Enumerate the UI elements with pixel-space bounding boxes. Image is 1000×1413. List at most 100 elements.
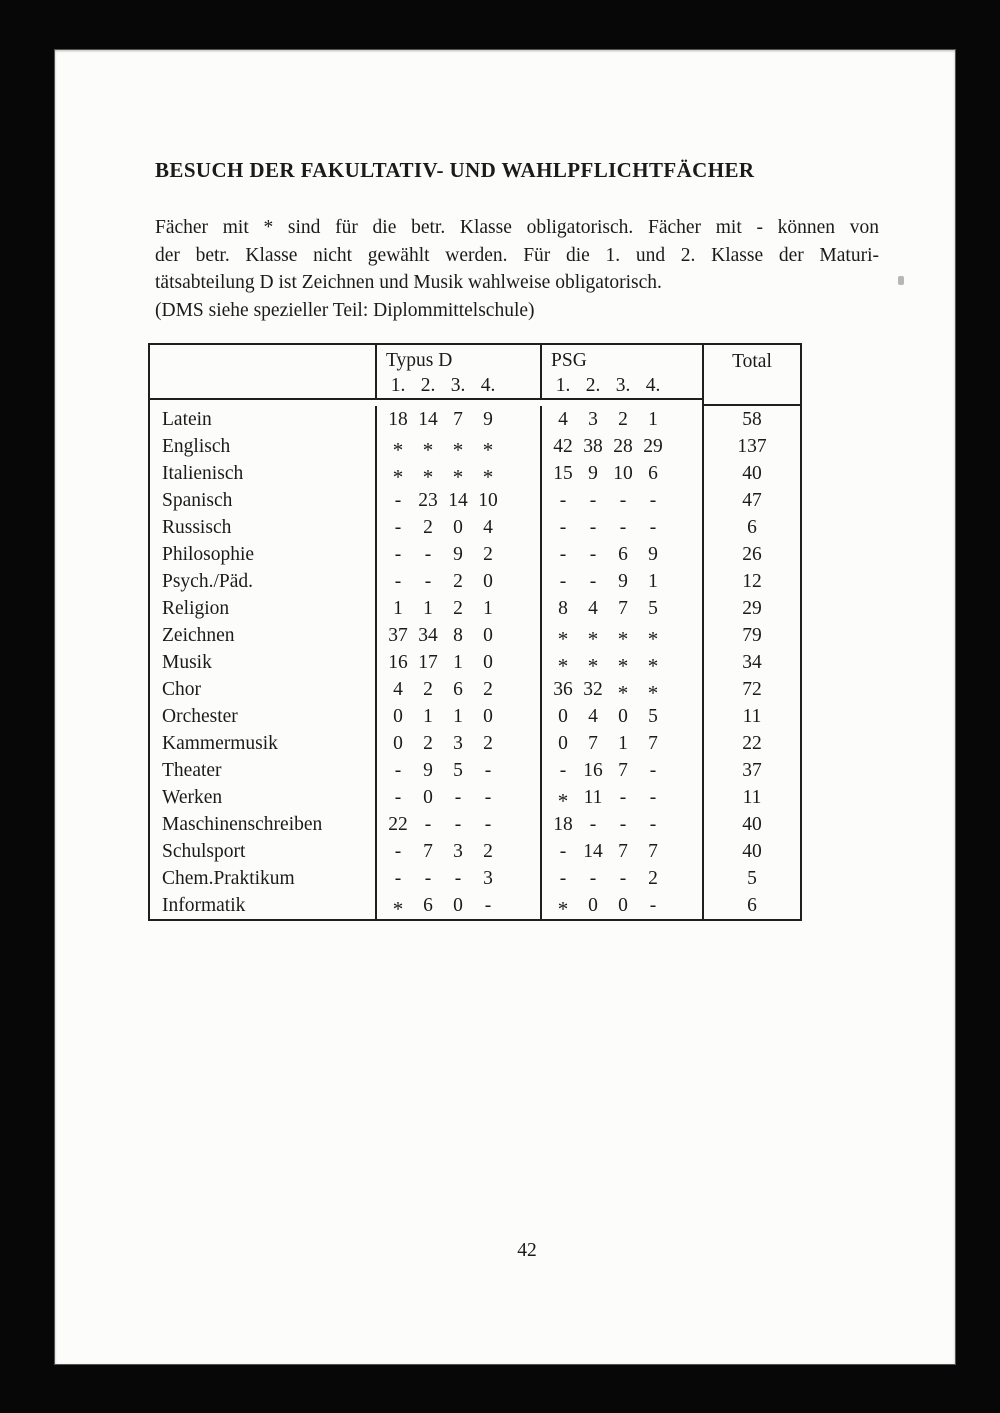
value-cell: 9	[453, 544, 463, 565]
value-cell: 14	[448, 490, 468, 511]
value-cell: 3	[588, 409, 598, 430]
psg-values: * 0 0-	[540, 892, 702, 920]
value-cell: 2	[483, 841, 493, 862]
value-cell: 2	[453, 598, 463, 619]
header-cell-total: Total	[702, 345, 800, 406]
typus-d-values: ---3	[375, 865, 540, 892]
value-cell: -	[589, 490, 597, 511]
value-cell: 0	[453, 895, 463, 916]
value-cell: 0	[423, 787, 433, 808]
value-cell: 32	[583, 679, 603, 700]
value-cell: 8	[558, 598, 568, 619]
value-cell: 34	[418, 625, 438, 646]
value-cell: 6	[648, 463, 658, 484]
typus-d-values: * * * *	[375, 433, 540, 461]
value-cell: 7	[618, 841, 628, 862]
value-cell: -	[559, 517, 567, 538]
value-cell: 14	[583, 841, 603, 862]
subject-label: Russisch	[162, 517, 232, 538]
value-cell: -	[649, 895, 657, 916]
subject-label: Religion	[162, 598, 230, 619]
value-cell: -	[454, 787, 462, 808]
value-cell: -	[394, 571, 402, 592]
value-cell: -	[454, 868, 462, 889]
value-cell: 0	[558, 706, 568, 727]
total-value: 40	[702, 460, 800, 487]
value-cell: -	[484, 760, 492, 781]
subject-label: Kammermusik	[162, 733, 278, 754]
value-cell: 5	[648, 598, 658, 619]
total-value: 58	[702, 406, 800, 433]
intro-line: (DMS siehe spezieller Teil: Diplommittel…	[155, 299, 535, 321]
value-cell: 38	[583, 436, 603, 457]
value-cell: 0	[393, 706, 403, 727]
value-cell: -	[559, 868, 567, 889]
psg-values: * 11- -	[540, 784, 702, 812]
header-cell-typus-d: Typus D 1. 2. 3. 4.	[375, 345, 540, 400]
class-label: 1.	[555, 375, 571, 396]
value-cell: 0	[483, 571, 493, 592]
value-cell: -	[559, 490, 567, 511]
psg-values: 18- - -	[540, 811, 702, 838]
value-cell: -	[619, 868, 627, 889]
table-row: Werken -0-- * 11- - 11	[150, 784, 800, 812]
value-cell: -	[589, 814, 597, 835]
class-label: 2.	[420, 375, 436, 396]
value-cell: -	[619, 787, 627, 808]
value-cell: -	[424, 814, 432, 835]
typus-d-values: -23 14 10	[375, 487, 540, 514]
class-label: 1.	[390, 375, 406, 396]
value-cell: 16	[388, 652, 408, 673]
value-cell: -	[394, 787, 402, 808]
value-cell: 17	[418, 652, 438, 673]
total-value: 11	[702, 784, 800, 811]
value-cell: 11	[583, 787, 603, 808]
value-cell: 4	[588, 598, 598, 619]
value-cell: 2	[618, 409, 628, 430]
class-label: 2.	[585, 375, 601, 396]
value-cell: 4	[558, 409, 568, 430]
table-row: Informatik * 6 0- * 0 0- 6	[150, 892, 800, 920]
page-title: BESUCH DER FAKULTATIV- UND WAHLPFLICHTFÄ…	[155, 158, 755, 182]
total-value: 26	[702, 541, 800, 568]
value-cell: -	[394, 841, 402, 862]
subject-label: Spanisch	[162, 490, 233, 511]
typus-d-values: 16 17 1 0	[375, 649, 540, 676]
value-cell: -	[619, 517, 627, 538]
value-cell: 2	[423, 679, 433, 700]
value-cell: 10	[478, 490, 498, 511]
value-cell: -	[619, 490, 627, 511]
total-value: 137	[702, 433, 800, 460]
total-value: 6	[702, 892, 800, 919]
psg-values: 42 38 28 29	[540, 433, 702, 460]
value-cell: 7	[453, 409, 463, 430]
value-cell: 1	[423, 598, 433, 619]
subject-label: Chem.Praktikum	[162, 868, 295, 889]
total-value: 47	[702, 487, 800, 514]
value-cell: 23	[418, 490, 438, 511]
document-page: BESUCH DER FAKULTATIV- UND WAHLPFLICHTFÄ…	[55, 50, 955, 1364]
subject-label: Zeichnen	[162, 625, 235, 646]
page-number: 42	[517, 1240, 537, 1261]
table-row: Maschinenschreiben 22- - - 18- - - 40	[150, 811, 800, 838]
subject-label: Werken	[162, 787, 223, 808]
value-cell: 4	[588, 706, 598, 727]
typus-d-values: 37 34 8 0	[375, 622, 540, 649]
value-cell: 1	[423, 706, 433, 727]
value-cell: 0	[483, 625, 493, 646]
value-cell: 5	[453, 760, 463, 781]
